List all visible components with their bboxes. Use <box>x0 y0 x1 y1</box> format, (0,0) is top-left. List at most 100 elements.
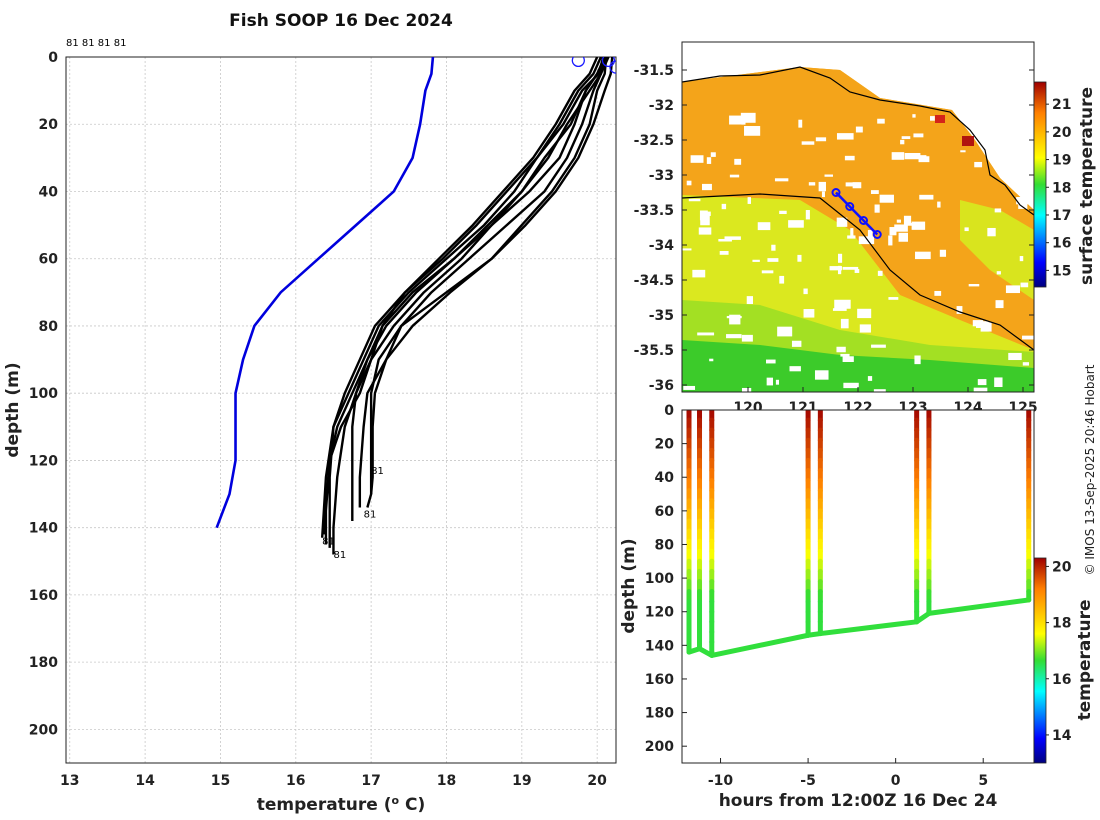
surface-marker <box>609 60 616 74</box>
cloud-gap <box>801 141 815 145</box>
sst-colorbar-tick-label: 16 <box>1052 236 1071 252</box>
cloud-gap <box>688 198 701 202</box>
profile-end-label: 81 <box>322 536 335 547</box>
cloud-gap <box>1005 285 1020 294</box>
cloud-gap <box>709 358 714 362</box>
cloud-gap <box>818 181 826 192</box>
section-y-tick-label: 100 <box>645 571 674 587</box>
cloud-gap <box>855 126 863 133</box>
cloud-gap <box>808 182 816 186</box>
cloud-gap <box>740 112 756 123</box>
profile-x-tick-label: 16 <box>286 773 305 789</box>
cloud-gap <box>834 299 851 309</box>
cloud-gap <box>771 244 776 251</box>
shelf-break-contour <box>682 193 1034 351</box>
cloud-gap <box>904 152 921 160</box>
temperature-colorbar-label: temperature <box>1075 599 1095 720</box>
climatology-line <box>215 57 435 529</box>
ship-track-line <box>835 191 879 236</box>
profile-x-tick-label: 19 <box>512 773 531 789</box>
cloud-gap <box>701 183 712 191</box>
cloud-gap <box>821 191 825 198</box>
section-background <box>682 410 1034 763</box>
cloud-gap <box>767 258 779 262</box>
cloud-gap <box>789 366 801 372</box>
sst-map: -31.5 -32 -32.5 -33 -33.5 -34 -34.5 -35 -35.5 -36… <box>634 41 1097 416</box>
section-y-ticks: 0 20 40 60 80 100 120 140 160 180 200 <box>645 403 687 755</box>
map-y-tick-label: -35 <box>649 308 674 324</box>
cloud-gap <box>845 182 860 187</box>
section-x-tick-label: -5 <box>800 773 816 789</box>
sst-colorbar-tick-label: 17 <box>1052 208 1071 224</box>
cloud-gap <box>901 136 911 140</box>
map-y-ticks: -31.5 -32 -32.5 -33 -33.5 -34 -34.5 -35 -35.5 -36 <box>634 63 1034 394</box>
cloud-gap <box>888 235 893 246</box>
top-cast-labels: 81 81 81 81 <box>66 38 126 49</box>
cloud-gap <box>832 308 847 311</box>
profile-y-tick-label: 160 <box>29 588 58 604</box>
bottom-trace-segment <box>817 619 920 637</box>
section-y-tick-label: 40 <box>655 470 675 486</box>
profile-y-axis-label: depth (m) <box>3 362 23 457</box>
cloud-gap <box>996 271 1001 275</box>
cloud-gap <box>746 296 753 305</box>
cloud-gap <box>829 266 842 271</box>
cloud-gap <box>874 204 880 213</box>
map-y-tick-label: -34 <box>649 238 675 254</box>
cloud-gap <box>741 122 746 125</box>
map-y-tick-label: -32 <box>649 98 674 114</box>
profile-end-labels: 81 81 81 81 <box>322 466 384 561</box>
sst-colorbar-tick-label: 20 <box>1052 125 1072 141</box>
profile-y-tick-label: 0 <box>48 50 58 66</box>
section-y-tick-label: 200 <box>645 739 674 755</box>
profile-x-tick-label: 18 <box>437 773 456 789</box>
cloud-gap <box>987 227 996 237</box>
cloud-gap <box>914 355 921 365</box>
section-y-axis-label: depth (m) <box>619 538 639 633</box>
cloud-gap <box>956 306 963 314</box>
cloud-gap <box>842 356 854 363</box>
cloud-gap <box>854 269 860 273</box>
surface-marker <box>601 57 616 68</box>
cloud-gap <box>734 158 742 165</box>
sst-colorbar-tick-label: 21 <box>1052 97 1071 113</box>
cloud-gap <box>1018 202 1028 209</box>
cloud-gap <box>840 318 849 329</box>
profile-x-tick-label: 13 <box>60 773 79 789</box>
profile-y-tick-label: 100 <box>29 386 58 402</box>
section-y-tick-label: 60 <box>655 504 675 520</box>
cloud-gap <box>973 387 988 392</box>
ship-track-station <box>872 230 882 239</box>
sst-colorbar-label: surface temperature <box>1077 87 1097 285</box>
cloud-gap <box>721 203 727 210</box>
cloud-gap <box>779 275 785 284</box>
cloud-gap <box>960 150 966 153</box>
cloud-gap <box>888 297 899 300</box>
profile-y-tick-label: 120 <box>29 453 58 469</box>
cloud-gap <box>889 227 897 236</box>
cloud-gap <box>775 379 779 385</box>
cloud-gap <box>918 156 930 163</box>
cloud-gap <box>867 376 873 381</box>
map-y-tick-label: -35.5 <box>634 343 674 359</box>
cloud-gap <box>710 152 716 157</box>
cloud-gap <box>964 227 969 232</box>
cloud-gap <box>718 238 732 242</box>
profile-x-tick-label: 14 <box>135 773 155 789</box>
section-y-tick-label: 80 <box>655 537 675 553</box>
cloud-gap <box>719 250 729 255</box>
cloud-gap <box>726 334 742 339</box>
cloud-gap <box>877 270 883 276</box>
cloud-gap <box>1022 362 1029 366</box>
cloud-gap <box>898 232 909 242</box>
cloud-gap <box>857 308 872 319</box>
cloud-gap <box>1022 335 1034 340</box>
cloud-gap <box>682 248 692 251</box>
temperature-colorbar-tick-label: 16 <box>1052 672 1071 688</box>
cloud-gap <box>803 288 808 295</box>
cloud-gap <box>977 379 987 386</box>
cloud-gap <box>843 382 859 389</box>
cloud-gap <box>903 215 912 226</box>
section-x-tick-label: -10 <box>708 773 734 789</box>
cloud-gap <box>777 326 793 337</box>
